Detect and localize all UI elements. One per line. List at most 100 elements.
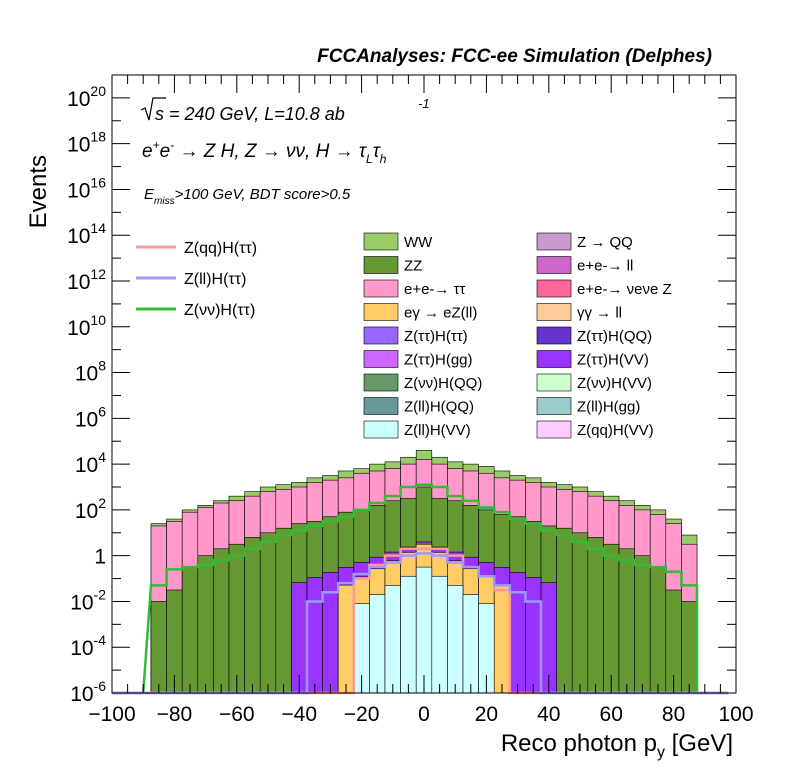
legend-bkg-label: γγ → ll (577, 305, 622, 322)
x-tick-label: 40 (537, 703, 560, 726)
bar-zz (634, 555, 651, 694)
legend-bkg-label: Z(ττ)H(VV) (577, 352, 649, 369)
bar-inner-0 (509, 572, 526, 694)
y-tick-label: 102 (75, 495, 106, 523)
legend-bkg-swatch (536, 232, 572, 251)
bar-zz (571, 532, 589, 694)
bar-zz (649, 566, 667, 694)
legend-bkg-label: Z(νν)H(QQ) (404, 375, 482, 392)
process-annotation: e+e- → Z H, Z → νν, H → τLτh (142, 138, 387, 166)
legend-bkg-label: Z → QQ (577, 234, 633, 251)
bar-inner-2 (384, 585, 401, 694)
bar-zz (587, 537, 604, 694)
x-tick-label: −100 (88, 703, 135, 726)
bar-zz (618, 548, 635, 694)
legend-bkg-swatch (536, 420, 572, 439)
bar-zz (197, 555, 214, 694)
legend-signal-label: Z(ll)H(ττ) (184, 271, 246, 288)
legend-bkg-label: e+e-→ νeνe Z (577, 281, 672, 298)
bar-zz (603, 543, 620, 694)
y-tick-label: 1014 (67, 220, 106, 248)
legend-signal-label: Z(qq)H(ττ) (184, 240, 257, 257)
legend-bkg-swatch (536, 373, 572, 392)
y-tick-label: 1012 (67, 266, 106, 294)
bar-zz (150, 601, 167, 694)
bar-inner-2 (447, 585, 464, 694)
bar-zz (259, 532, 277, 694)
bar-inner-2 (400, 575, 417, 694)
y-tick-label: 1020 (67, 83, 106, 111)
y-tick-label: 1 (94, 546, 106, 569)
bar-zz (228, 543, 245, 694)
legend-bkg-label: e+e-→ ττ (404, 281, 466, 298)
legend-bkg-swatch (363, 350, 399, 368)
energy-annotation: s = 240 GeV, L=10.8 ab -1 (140, 96, 430, 124)
x-tick-label: 60 (600, 703, 623, 726)
bar-zz (244, 537, 261, 694)
legend-bkg-label: Z(ττ)H(QQ) (577, 328, 652, 345)
svg-text:e+e- → Z H, Z → νν, H → τLτh: e+e- → Z H, Z → νν, H → τLτh (142, 138, 387, 166)
legend-bkg-swatch (536, 350, 572, 368)
legend-bkg-swatch (363, 303, 399, 321)
legend-bkg-label: ZZ (404, 258, 422, 275)
y-axis-label: Events (25, 155, 52, 228)
legend-bkg-swatch (363, 232, 399, 251)
legend-bkg-swatch (363, 420, 399, 439)
chart-title: FCCAnalyses: FCC-ee Simulation (Delphes) (317, 46, 712, 67)
y-tick-label: 10-6 (70, 678, 106, 706)
bar-zz (681, 601, 698, 694)
legend-bkg-label: Z(ττ)H(gg) (404, 352, 473, 369)
legend-bkg-swatch (363, 373, 399, 392)
legend-bkg-label: eγ → eZ(ll) (404, 305, 477, 322)
bar-inner-2 (369, 594, 386, 694)
x-tick-label: −40 (281, 703, 317, 726)
legend: Z(qq)H(ττ) Z(ll)H(ττ) Z(νν)H(ττ) WW Z → QQ ZZ… (136, 232, 672, 439)
legend-bkg-swatch (536, 256, 572, 274)
legend-bkg-label: Z(ll)H(gg) (577, 399, 640, 416)
legend-bkg-swatch (536, 326, 572, 345)
y-tick-label: 10-4 (70, 632, 106, 660)
bar-inner-2 (415, 566, 433, 694)
bar-inner-2 (462, 594, 479, 694)
bar-inner-1 (337, 584, 355, 694)
bar-inner-0 (306, 577, 323, 694)
legend-bkg-swatch (363, 326, 399, 345)
bar-inner-1 (493, 584, 511, 694)
x-tick-label: 100 (718, 703, 753, 726)
legend-signal-label: Z(νν)H(ττ) (184, 302, 255, 319)
legend-bkg-label: e+e-→ ll (577, 258, 633, 275)
svg-text:Reco photon py [GeV]: Reco photon py [GeV] (501, 730, 733, 761)
x-tick-label: −80 (157, 703, 193, 726)
bar-inner-0 (322, 572, 339, 694)
y-tick-label: 106 (75, 403, 106, 431)
svg-text:-1: -1 (418, 96, 430, 111)
bar-zz (556, 527, 573, 694)
bar-zz (213, 548, 230, 694)
x-tick-label: 20 (475, 703, 498, 726)
legend-bkg-label: Z(νν)H(VV) (577, 375, 652, 392)
legend-bkg-swatch (536, 303, 572, 321)
bar-zz (181, 566, 199, 694)
bar-inner-2 (431, 575, 448, 694)
y-tick-label: 1010 (67, 312, 106, 340)
cuts-annotation: Emiss>100 GeV, BDT score>0.5 (144, 186, 351, 207)
legend-bkg-swatch (536, 397, 572, 415)
legend-bkg-swatch (363, 397, 399, 415)
stacked-bars (150, 450, 698, 694)
x-tick-label: −20 (344, 703, 380, 726)
legend-bkg-label: Z(qq)H(VV) (577, 422, 654, 439)
y-tick-label: 104 (75, 449, 106, 477)
signal-zvv-htautau-line (112, 483, 729, 695)
legend-bkg-swatch (536, 279, 572, 298)
x-tick-label: 0 (418, 703, 430, 726)
legend-bkg-label: Z(ll)H(QQ) (404, 399, 474, 416)
y-tick-label: 108 (75, 358, 106, 386)
x-tick-label: 80 (662, 703, 685, 726)
svg-text:s = 240 GeV, L=10.8 ab: s = 240 GeV, L=10.8 ab (155, 104, 345, 124)
legend-bkg-label: WW (404, 234, 433, 251)
y-tick-label: 10-2 (70, 586, 106, 614)
bar-zz (275, 527, 292, 694)
x-axis-label: Reco photon py [GeV] (501, 730, 733, 761)
legend-bkg-label: Z(ττ)H(ττ) (404, 328, 468, 345)
